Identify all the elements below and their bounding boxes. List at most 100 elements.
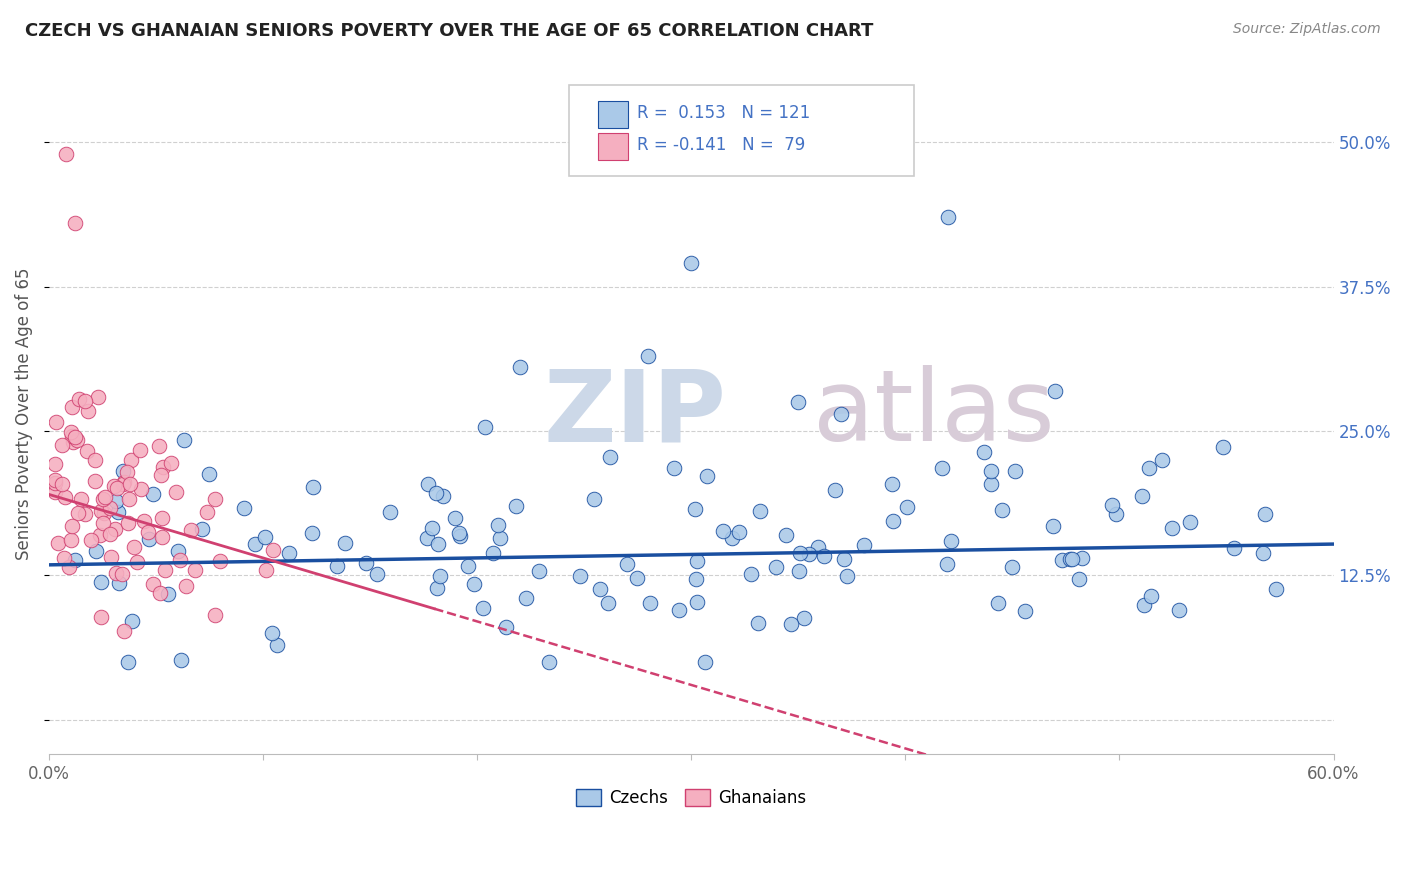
Point — [495, 620, 517, 634]
Point — [765, 559, 787, 574]
Point — [568, 569, 591, 583]
Point — [98, 526, 121, 541]
Point — [73, 393, 96, 408]
Point — [111, 476, 134, 491]
Point — [44, 457, 66, 471]
Point — [46, 536, 69, 550]
Point — [686, 554, 709, 568]
Point — [108, 575, 131, 590]
Point — [1133, 598, 1156, 612]
Point — [169, 552, 191, 566]
Point — [626, 570, 648, 584]
Point — [1251, 546, 1274, 560]
Point — [165, 484, 187, 499]
Text: R = -0.141   N =  79: R = -0.141 N = 79 — [637, 136, 806, 154]
Point — [463, 576, 485, 591]
Point — [538, 655, 561, 669]
Point — [1161, 520, 1184, 534]
Point — [824, 483, 846, 498]
Point — [66, 433, 89, 447]
Point — [111, 464, 134, 478]
Point — [696, 469, 718, 483]
Point — [136, 525, 159, 540]
Point — [60, 519, 83, 533]
Point — [1050, 553, 1073, 567]
Point — [832, 551, 855, 566]
Point — [457, 558, 479, 573]
Point — [120, 453, 142, 467]
Point — [195, 505, 218, 519]
Point — [107, 505, 129, 519]
Point — [100, 550, 122, 565]
Point — [425, 486, 447, 500]
Point — [882, 514, 904, 528]
Point — [896, 500, 918, 515]
Point — [333, 536, 356, 550]
Point — [1042, 518, 1064, 533]
Point — [44, 484, 66, 499]
Point — [90, 574, 112, 589]
Point — [208, 554, 231, 568]
Point — [1101, 499, 1123, 513]
Point — [118, 477, 141, 491]
Point — [77, 404, 100, 418]
Point — [277, 546, 299, 560]
Point — [243, 536, 266, 550]
Text: atlas: atlas — [813, 365, 1054, 462]
Point — [122, 541, 145, 555]
Point — [110, 566, 132, 581]
Point — [62, 435, 84, 450]
Point — [138, 532, 160, 546]
Point — [254, 563, 277, 577]
Point — [482, 546, 505, 560]
Point — [638, 596, 661, 610]
Point — [150, 511, 173, 525]
Point — [51, 477, 73, 491]
Point — [685, 572, 707, 586]
Point — [84, 452, 107, 467]
Point — [1152, 452, 1174, 467]
Point — [1067, 572, 1090, 586]
Point — [104, 522, 127, 536]
Point — [66, 506, 89, 520]
Point — [301, 526, 323, 541]
Point — [1223, 541, 1246, 555]
Point — [266, 638, 288, 652]
Point — [204, 492, 226, 507]
Point — [505, 500, 527, 514]
Point — [63, 430, 86, 444]
Point — [447, 526, 470, 541]
Point — [1140, 589, 1163, 603]
Point — [149, 467, 172, 482]
Point — [44, 473, 66, 487]
Point — [90, 610, 112, 624]
Point — [105, 566, 128, 580]
Point — [1180, 515, 1202, 529]
Point — [987, 596, 1010, 610]
Point — [474, 420, 496, 434]
Point — [1070, 551, 1092, 566]
Point — [52, 551, 75, 566]
Point — [1059, 552, 1081, 566]
Point — [90, 504, 112, 518]
Point — [1168, 603, 1191, 617]
Point — [76, 443, 98, 458]
Point — [598, 596, 620, 610]
Point — [94, 490, 117, 504]
Point — [685, 595, 707, 609]
Point — [91, 491, 114, 506]
Point — [232, 501, 254, 516]
Point — [60, 533, 83, 547]
Point — [156, 587, 179, 601]
Point — [426, 537, 449, 551]
Point — [1105, 508, 1128, 522]
Point — [426, 581, 449, 595]
Point — [693, 655, 716, 669]
Point — [1004, 464, 1026, 478]
Point — [990, 503, 1012, 517]
Point — [253, 530, 276, 544]
Point — [668, 603, 690, 617]
Point — [67, 392, 90, 407]
Point — [129, 442, 152, 457]
Point — [44, 475, 66, 490]
